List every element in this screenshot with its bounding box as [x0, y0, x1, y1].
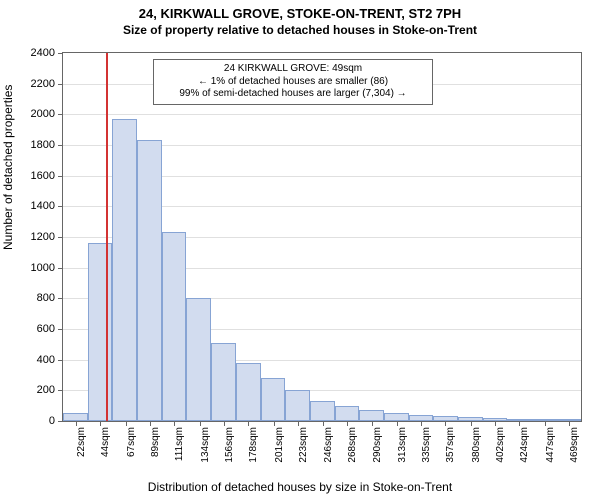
xtick-label: 134sqm [200, 427, 211, 463]
xtick [150, 421, 151, 426]
gridline [63, 114, 581, 115]
histogram-bar [137, 140, 162, 421]
histogram-bar [261, 378, 286, 421]
ytick-label: 600 [37, 323, 55, 335]
xtick-label: 111sqm [174, 427, 185, 461]
xtick [495, 421, 496, 426]
histogram-bar [310, 401, 335, 421]
xtick [421, 421, 422, 426]
histogram-bar [88, 243, 113, 421]
xtick-label: 178sqm [248, 427, 259, 463]
chart-title: 24, KIRKWALL GROVE, STOKE-ON-TRENT, ST2 … [0, 0, 600, 23]
chart-container: 24, KIRKWALL GROVE, STOKE-ON-TRENT, ST2 … [0, 0, 600, 500]
histogram-bar [211, 343, 236, 421]
xtick [471, 421, 472, 426]
y-axis-label: Number of detached properties [1, 85, 15, 250]
ytick [58, 53, 63, 54]
xtick [569, 421, 570, 426]
xtick-label: 447sqm [545, 427, 556, 463]
histogram-bar [335, 406, 360, 421]
xtick [76, 421, 77, 426]
histogram-bar [186, 298, 211, 421]
histogram-bar [236, 363, 261, 421]
ytick-label: 0 [49, 415, 55, 427]
xtick-label: 156sqm [224, 427, 235, 463]
ytick [58, 176, 63, 177]
histogram-bar [285, 390, 310, 421]
ytick [58, 114, 63, 115]
xtick [519, 421, 520, 426]
histogram-bar [162, 232, 187, 421]
xtick [298, 421, 299, 426]
xtick [445, 421, 446, 426]
xtick-label: 290sqm [372, 427, 383, 463]
ytick [58, 298, 63, 299]
ytick [58, 145, 63, 146]
xtick [545, 421, 546, 426]
xtick [126, 421, 127, 426]
ytick-label: 2400 [31, 47, 55, 59]
ytick-label: 1400 [31, 200, 55, 212]
xtick-label: 67sqm [126, 427, 137, 457]
xtick-label: 357sqm [445, 427, 456, 463]
xtick-label: 424sqm [519, 427, 530, 463]
xtick-label: 380sqm [471, 427, 482, 463]
xtick-label: 402sqm [495, 427, 506, 463]
ytick [58, 329, 63, 330]
xtick [200, 421, 201, 426]
annotation-line3: 99% of semi-detached houses are larger (… [160, 88, 426, 101]
xtick-label: 246sqm [323, 427, 334, 463]
xtick [372, 421, 373, 426]
xtick-label: 469sqm [569, 427, 580, 463]
xtick [224, 421, 225, 426]
ytick-label: 400 [37, 354, 55, 366]
ytick-label: 1000 [31, 262, 55, 274]
ytick-label: 1200 [31, 231, 55, 243]
annotation-box: 24 KIRKWALL GROVE: 49sqm ← 1% of detache… [153, 59, 433, 105]
reference-line [106, 53, 108, 421]
plot-area: 0200400600800100012001400160018002000220… [62, 52, 582, 422]
ytick [58, 237, 63, 238]
xtick [274, 421, 275, 426]
histogram-bar [384, 413, 409, 421]
xtick [397, 421, 398, 426]
chart-subtitle: Size of property relative to detached ho… [0, 23, 600, 37]
ytick-label: 800 [37, 292, 55, 304]
ytick [58, 268, 63, 269]
ytick [58, 421, 63, 422]
ytick [58, 206, 63, 207]
xtick-label: 313sqm [397, 427, 408, 463]
xtick [100, 421, 101, 426]
annotation-line1: 24 KIRKWALL GROVE: 49sqm [160, 63, 426, 76]
histogram-bar [359, 410, 384, 421]
ytick-label: 2000 [31, 108, 55, 120]
histogram-bar [112, 119, 137, 421]
ytick-label: 1800 [31, 139, 55, 151]
xtick-label: 201sqm [274, 427, 285, 463]
ytick [58, 390, 63, 391]
xtick-label: 268sqm [347, 427, 358, 463]
xtick [347, 421, 348, 426]
xtick-label: 44sqm [100, 427, 111, 457]
ytick-label: 200 [37, 384, 55, 396]
xtick [174, 421, 175, 426]
xtick-label: 335sqm [421, 427, 432, 463]
xtick-label: 22sqm [76, 427, 87, 457]
xtick-label: 223sqm [298, 427, 309, 463]
histogram-bar [63, 413, 88, 421]
xtick-label: 89sqm [150, 427, 161, 457]
x-axis-label: Distribution of detached houses by size … [0, 480, 600, 494]
annotation-line2: ← 1% of detached houses are smaller (86) [160, 76, 426, 89]
xtick [323, 421, 324, 426]
xtick [248, 421, 249, 426]
ytick-label: 1600 [31, 170, 55, 182]
ytick-label: 2200 [31, 78, 55, 90]
ytick [58, 84, 63, 85]
ytick [58, 360, 63, 361]
